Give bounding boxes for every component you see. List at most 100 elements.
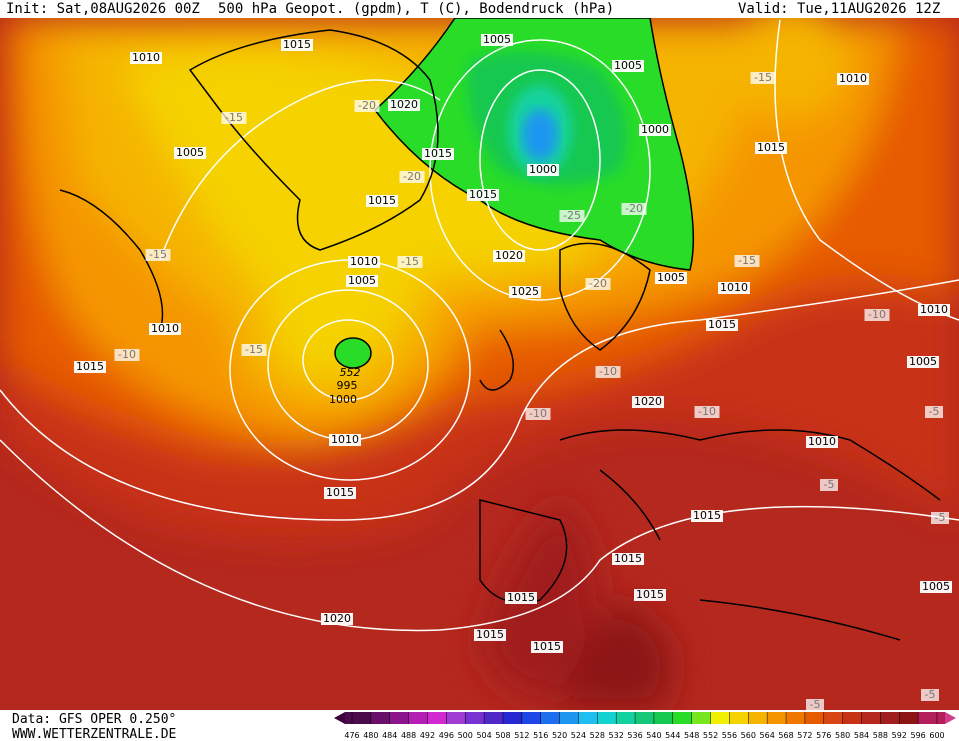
- colorbar-tick-label: 480: [363, 731, 378, 740]
- pressure-label: 1005: [657, 271, 685, 284]
- colorbar-swatch: [465, 712, 485, 724]
- temperature-label: -5: [810, 698, 821, 711]
- colorbar-tick-label: 580: [835, 731, 850, 740]
- colorbar-swatch: [880, 712, 900, 724]
- colorbar-tick-label: 492: [420, 731, 435, 740]
- pressure-label: 1015: [614, 552, 642, 565]
- colorbar-tick-label: 584: [854, 731, 869, 740]
- label-box: [559, 210, 585, 222]
- label-box: [422, 148, 454, 160]
- colorbar-tick-label: 596: [910, 731, 925, 740]
- label-box: [531, 641, 563, 653]
- temperature-label: -20: [625, 202, 643, 215]
- label-box: [366, 195, 398, 207]
- colorbar-swatch: [691, 712, 712, 724]
- colorbar-swatch: [729, 712, 749, 724]
- label-box: [718, 282, 750, 294]
- temperature-label: -5: [925, 688, 936, 701]
- label-box: [921, 689, 939, 701]
- pressure-label: 1015: [469, 188, 497, 201]
- label-box: [399, 171, 425, 183]
- colorbar-arrow: [945, 712, 956, 724]
- label-box: [493, 250, 525, 262]
- label-box: [525, 408, 551, 420]
- temperature-label: -15: [245, 343, 263, 356]
- pressure-label: 1000: [641, 123, 669, 136]
- label-box: [474, 629, 506, 641]
- colorbar-swatch: [804, 712, 825, 724]
- pressure-label: 1010: [839, 72, 867, 85]
- label-box: [920, 581, 952, 593]
- label-box: [595, 366, 621, 378]
- colorbar-tick-label: 536: [627, 731, 642, 740]
- colorbar-tick-label: 552: [703, 731, 718, 740]
- label-box: [655, 272, 687, 284]
- data-source: Data: GFS OPER 0.250°: [12, 712, 176, 727]
- label-box: [114, 349, 140, 361]
- pressure-label: 1025: [511, 285, 539, 298]
- temperature-label: -15: [401, 255, 419, 268]
- colorbar-swatch: [559, 712, 579, 724]
- pressure-label: 995: [337, 379, 358, 392]
- colorbar-swatch: [823, 712, 844, 724]
- colorbar-tick-label: 568: [778, 731, 793, 740]
- colorbar-swatch: [370, 712, 391, 724]
- pressure-label: 1015: [507, 591, 535, 604]
- coastlines: [59, 29, 941, 641]
- label-box: [241, 344, 267, 356]
- pressure-label: 1010: [720, 281, 748, 294]
- colorbar-swatch: [345, 712, 352, 724]
- colorbar-tick-label: 484: [382, 731, 397, 740]
- colorbar-swatch: [540, 712, 561, 724]
- colorbar-swatch: [446, 712, 466, 724]
- label-box: [837, 73, 869, 85]
- temperature-label: -10: [868, 308, 886, 321]
- pressure-label: 1000: [529, 163, 557, 176]
- pressure-label: 1020: [390, 98, 418, 111]
- pressure-label: 1020: [634, 395, 662, 408]
- label-box: [694, 406, 720, 418]
- label-box: [691, 510, 723, 522]
- label-box: [324, 487, 356, 499]
- colorbar-swatch: [521, 712, 542, 724]
- pressure-label: 1015: [368, 194, 396, 207]
- colorbar-tick-label: 592: [892, 731, 907, 740]
- map-title: 500 hPa Geopot. (gpdm), T (C), Bodendruc…: [218, 1, 614, 17]
- valid-time: Valid: Tue,11AUG2026 12Z: [738, 1, 940, 17]
- colorbar-swatch: [653, 712, 674, 724]
- label-box: [925, 406, 943, 418]
- colorbar-tick-label: 544: [665, 731, 680, 740]
- colorbar-tick-label: 528: [590, 731, 605, 740]
- colorbar-tick-label: 508: [495, 731, 510, 740]
- label-box: [505, 592, 537, 604]
- label-box: [221, 112, 247, 124]
- label-box: [612, 60, 644, 72]
- pressure-label: 1015: [636, 588, 664, 601]
- colorbar-swatch: [672, 712, 693, 724]
- pressure-label: 1010: [350, 255, 378, 268]
- label-box: [149, 323, 181, 335]
- colorbar-tick-label: 560: [741, 731, 756, 740]
- temperature-label: -10: [599, 365, 617, 378]
- pressure-label: 1005: [483, 33, 511, 46]
- colorbar-swatch: [502, 712, 523, 724]
- label-box: [74, 361, 106, 373]
- label-box: [281, 39, 313, 51]
- map: 1015 1010 1005 1005 1010 -15 1020 -20 -15 1005 101…: [0, 18, 959, 711]
- colorbar-swatch: [635, 712, 655, 724]
- label-box: [321, 613, 353, 625]
- label-box: [354, 100, 380, 112]
- isobars: [0, 19, 959, 632]
- colorbar-swatch: [767, 712, 787, 724]
- colorbar-swatch: [408, 712, 428, 724]
- colorbar-swatch: [616, 712, 636, 724]
- label-box: [388, 99, 420, 111]
- colorbar-tick-label: 556: [722, 731, 737, 740]
- colorbar-swatch: [748, 712, 768, 724]
- label-box: [174, 147, 206, 159]
- temperature-label: -15: [754, 71, 772, 84]
- label-box: [130, 52, 162, 64]
- map-labels: 1015 1010 1005 1005 1010 -15 1020 -20 -15 1005 101…: [74, 33, 952, 711]
- label-box: [634, 589, 666, 601]
